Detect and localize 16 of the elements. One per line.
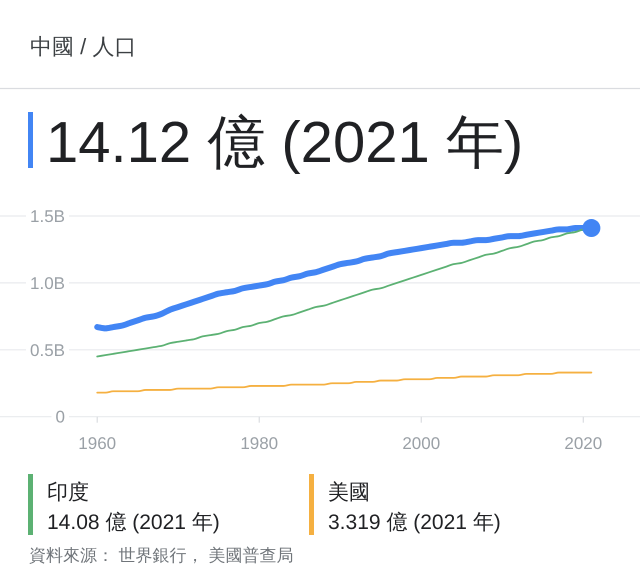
y-tick-label: 1.5B [30,207,65,226]
x-tick-label: 2000 [402,434,440,453]
legend-label: 美國 [328,481,370,504]
line-series [96,372,592,394]
y-tick-label: 1.0B [30,274,65,293]
x-tick-label: 2020 [564,434,602,453]
x-tick-label: 1980 [240,434,278,453]
y-tick-label: 0.5B [30,340,65,360]
legend-label: 印度 [47,481,89,504]
legend-item: 印度 14.08 億 (2021 年) [28,474,220,535]
chart-subtitle: 14.12 億 (2021 年) [46,110,524,175]
y-tick-label: 0 [56,408,65,427]
source-note: 資料來源： 世界銀行， 美國普查局 [29,546,294,565]
x-tick-label: 1960 [78,434,116,453]
chart-title: 中國 / 人口 [30,34,136,59]
legend-item: 美國 3.319 億 (2021 年) [309,474,501,535]
